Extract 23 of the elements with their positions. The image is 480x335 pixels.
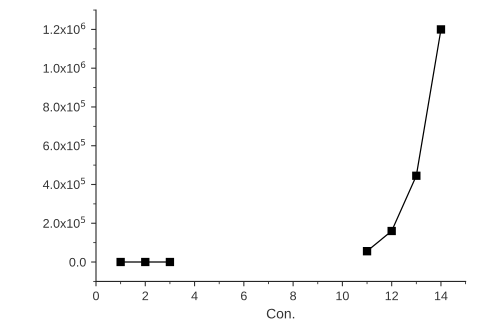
x-tick-label: 6 (241, 291, 247, 300)
x-tick-label: 0 (93, 291, 99, 300)
x-tick-label: 4 (191, 292, 198, 300)
point (116, 258, 125, 266)
x-tick-label: 14 (434, 292, 448, 300)
y-tick-label: 6.0x10$^{5}$ (43, 139, 86, 150)
x-tick-label: 2 (142, 291, 148, 300)
y-tick-label: 2.0x10$^{5}$ (43, 216, 86, 228)
point (412, 172, 420, 180)
point (362, 246, 372, 256)
y-tick-label: 0.0 (69, 258, 86, 267)
x-tick-label: 12 (386, 291, 398, 300)
point (166, 258, 174, 266)
point (388, 226, 396, 236)
y-tick-label: 8.0x10$^{5}$ (43, 100, 86, 112)
y-tick-label: 1.0x10$^{6}$ (44, 61, 86, 73)
point (141, 258, 150, 266)
x-tick-label: 8 (290, 291, 296, 300)
x-tick-label: 10 (336, 291, 349, 300)
y-tick-label: 4.0x10$^{5}$ (42, 178, 86, 190)
y-tick-label: 1.2x10$^{6}$ (44, 22, 86, 34)
x-axis-title: Con. (266, 308, 294, 319)
point (436, 25, 446, 34)
